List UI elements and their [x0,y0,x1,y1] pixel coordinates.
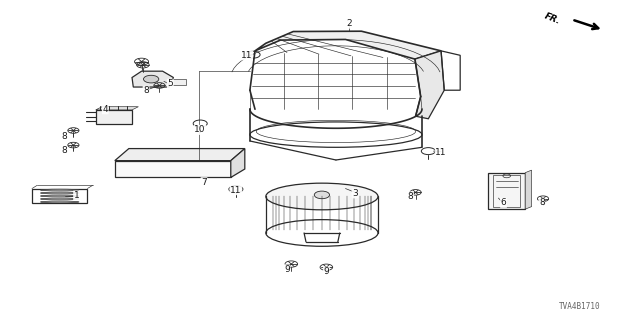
Polygon shape [115,148,245,161]
Text: 6: 6 [500,198,506,207]
Text: 8: 8 [408,192,413,201]
Text: 11: 11 [435,148,447,156]
Polygon shape [255,31,441,59]
Circle shape [314,191,330,199]
Ellipse shape [266,183,378,210]
Circle shape [143,75,159,83]
Ellipse shape [40,192,79,194]
Polygon shape [132,71,173,87]
Ellipse shape [40,198,79,200]
Polygon shape [525,170,532,209]
Ellipse shape [40,195,79,197]
Text: 3: 3 [352,189,358,198]
Text: 8: 8 [61,146,67,155]
Text: 7: 7 [201,178,207,187]
Polygon shape [231,148,245,178]
Polygon shape [169,79,186,85]
Text: 8: 8 [539,198,545,207]
Polygon shape [96,107,138,110]
Text: 9: 9 [284,265,290,274]
Polygon shape [415,51,444,119]
Polygon shape [488,173,525,209]
Polygon shape [115,161,231,178]
Text: TVA4B1710: TVA4B1710 [559,302,600,311]
Text: FR.: FR. [543,12,562,26]
Text: 11: 11 [230,186,242,195]
Text: 1: 1 [74,191,79,200]
Ellipse shape [40,201,79,203]
Text: 9: 9 [323,267,329,276]
Text: 4: 4 [102,105,108,114]
Text: 2: 2 [346,19,351,28]
Text: 8: 8 [61,132,67,141]
Ellipse shape [40,189,79,191]
Text: 10: 10 [195,125,206,134]
Text: 11: 11 [241,51,252,60]
Polygon shape [96,110,132,124]
Text: 8: 8 [143,86,149,95]
Text: 5: 5 [168,79,173,88]
